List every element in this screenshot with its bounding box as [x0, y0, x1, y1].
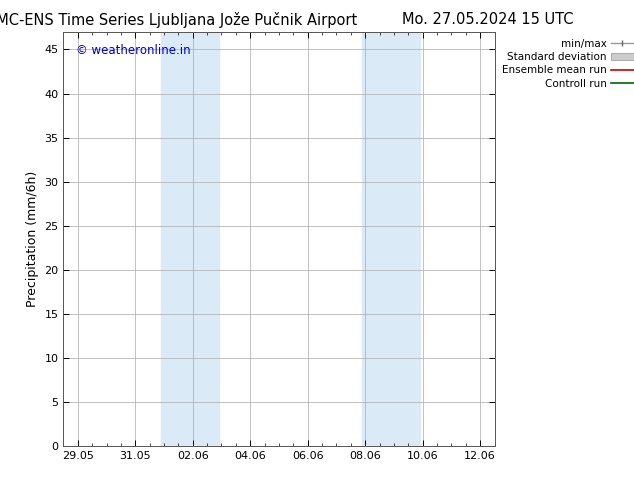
Text: © weatheronline.in: © weatheronline.in	[76, 44, 191, 57]
Text: Mo. 27.05.2024 15 UTC: Mo. 27.05.2024 15 UTC	[403, 12, 574, 27]
Legend: min/max, Standard deviation, Ensemble mean run, Controll run: min/max, Standard deviation, Ensemble me…	[500, 37, 634, 91]
Y-axis label: Precipitation (mm/6h): Precipitation (mm/6h)	[26, 171, 39, 307]
Bar	[161, 32, 219, 446]
Text: CMC-ENS Time Series Ljubljana Jože Pučnik Airport: CMC-ENS Time Series Ljubljana Jože Pučni…	[0, 12, 357, 28]
Bar	[362, 32, 420, 446]
